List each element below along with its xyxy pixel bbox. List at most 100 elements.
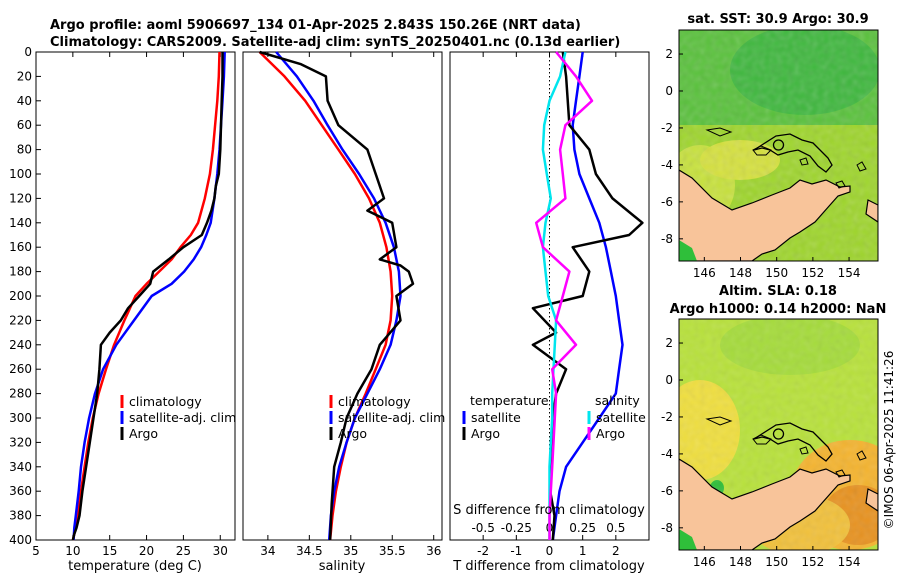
salinity-xlabel: salinity bbox=[319, 559, 366, 574]
temperature-panel: 0 20 40 60 80 100 120 140 160 180 200 220 240 260 280 3… bbox=[9, 45, 236, 574]
series-climatology bbox=[71, 51, 221, 541]
x-tick-label: 30 bbox=[213, 544, 228, 558]
shallow-sea-patch bbox=[679, 240, 697, 261]
y-tick-label: 240 bbox=[9, 338, 32, 352]
island-outline bbox=[856, 161, 867, 172]
map-y-tick-label: -6 bbox=[661, 484, 673, 498]
legend-t-argo-label: Argo bbox=[471, 426, 500, 441]
s-tick-label: -0.25 bbox=[501, 521, 532, 535]
x-tick-label: 36 bbox=[426, 544, 441, 558]
map-y-tick-label: -6 bbox=[661, 195, 673, 209]
s-tick-label: 0.5 bbox=[606, 521, 625, 535]
map-x-tick-label: 148 bbox=[729, 266, 752, 280]
map-y-tick-label: 2 bbox=[665, 47, 673, 61]
imos-credit: ©IMOS 06-Apr-2025 11:41:26 bbox=[882, 351, 896, 530]
y-tick-label: 400 bbox=[9, 533, 32, 547]
map-y-tick-label: -4 bbox=[661, 158, 673, 172]
island-land bbox=[865, 199, 878, 223]
map-y-tick-label: -2 bbox=[661, 410, 673, 424]
sst-map: sat. SST: 30.9 Argo: 30.9 146 148 150 15 bbox=[661, 12, 879, 280]
temperature-series bbox=[71, 51, 226, 541]
map-y-tick-label: -4 bbox=[661, 447, 673, 461]
y-tick-label: 280 bbox=[9, 387, 32, 401]
y-tick-label: 160 bbox=[9, 240, 32, 254]
salinity-axis-ticks: 34 34.5 35 35.5 36 bbox=[260, 52, 441, 558]
map-x-tick-label: 148 bbox=[729, 555, 752, 569]
sst-coastlines bbox=[679, 127, 878, 261]
map-y-tick-label: -8 bbox=[661, 232, 673, 246]
legend-salinity-title: salinity bbox=[595, 393, 640, 408]
x-tick-label: 20 bbox=[139, 544, 154, 558]
series-satellite-adj-clim bbox=[275, 51, 402, 541]
map-x-tick-label: 152 bbox=[801, 266, 824, 280]
title-line-2: Climatology: CARS2009. Satellite-adj cli… bbox=[50, 35, 620, 50]
y-tick-label: 300 bbox=[9, 411, 32, 425]
legend-temperature-title: temperature bbox=[470, 393, 549, 408]
sst-map-frame bbox=[678, 29, 879, 262]
map-x-tick-label: 150 bbox=[765, 266, 788, 280]
legend-argo-label: Argo bbox=[338, 426, 367, 441]
series-satellite-adj-clim bbox=[72, 51, 226, 541]
salinity-panel: 34 34.5 35 35.5 36 salinity climatology sate… bbox=[242, 50, 445, 574]
map-x-tick-label: 152 bbox=[801, 555, 824, 569]
x-tick-label: 10 bbox=[65, 544, 80, 558]
t-difference-xlabel: T difference from climatology bbox=[452, 559, 645, 574]
x-tick-label: 25 bbox=[176, 544, 191, 558]
map-x-tick-label: 154 bbox=[838, 555, 861, 569]
map-y-tick-label: 2 bbox=[665, 336, 673, 350]
new-britain-outline bbox=[753, 133, 833, 173]
new-britain-outline bbox=[753, 422, 833, 462]
island-outline bbox=[799, 446, 809, 455]
island-outline bbox=[752, 145, 772, 156]
legend-climatology-label: climatology bbox=[129, 394, 202, 409]
x-tick-label: -1 bbox=[510, 544, 522, 558]
new-guinea-land bbox=[679, 458, 851, 550]
map-y-tick-label: -2 bbox=[661, 121, 673, 135]
y-tick-label: 120 bbox=[9, 191, 32, 205]
legend-s-satellite-label: satellite bbox=[596, 410, 646, 425]
sst-map-plot bbox=[679, 30, 878, 261]
x-tick-label: 1 bbox=[579, 544, 587, 558]
island-outline bbox=[752, 434, 772, 445]
temperature-difference-legend: temperature satellite Argo bbox=[462, 393, 549, 441]
map-x-tick-label: 154 bbox=[838, 266, 861, 280]
new-guinea-land bbox=[679, 169, 851, 261]
title-line-1: Argo profile: aoml 5906697_134 01-Apr-20… bbox=[50, 18, 581, 33]
island-outline bbox=[835, 469, 846, 478]
y-tick-label: 260 bbox=[9, 362, 32, 376]
difference-series bbox=[531, 51, 644, 541]
s-difference-xlabel: S difference from climatology bbox=[453, 503, 645, 518]
sla-map-plot bbox=[679, 319, 878, 550]
argo-position-marker bbox=[772, 428, 785, 440]
legend-t-satellite-label: satellite bbox=[471, 410, 521, 425]
difference-panel: -2 -1 0 1 2 -0.5 -0.25 0 0.25 0.5 S difference f… bbox=[449, 51, 650, 574]
series-s-satellite bbox=[541, 51, 567, 540]
series-t-satellite bbox=[551, 51, 624, 541]
x-tick-label: 15 bbox=[102, 544, 117, 558]
x-tick-label: 2 bbox=[612, 544, 620, 558]
shallow-sea-patch bbox=[679, 529, 697, 550]
legend-satellite-label: satellite-adj. clim bbox=[338, 410, 445, 425]
y-tick-label: 140 bbox=[9, 216, 32, 230]
y-tick-label: 320 bbox=[9, 435, 32, 449]
s-tick-label: 0.25 bbox=[569, 521, 596, 535]
salinity-legend: climatology satellite-adj. clim Argo bbox=[329, 394, 445, 441]
y-tick-label: 100 bbox=[9, 167, 32, 181]
s-tick-label: -0.5 bbox=[471, 521, 494, 535]
map-x-tick-label: 146 bbox=[693, 266, 716, 280]
sst-map-title: sat. SST: 30.9 Argo: 30.9 bbox=[687, 12, 868, 27]
island-land bbox=[865, 488, 878, 512]
salinity-series bbox=[258, 50, 415, 541]
temperature-xlabel: temperature (deg C) bbox=[68, 559, 202, 574]
salinity-axes-frame bbox=[242, 51, 443, 541]
depth-axis-ticks: 0 20 40 60 80 100 120 140 160 180 200 220 240 260 280 3… bbox=[9, 45, 41, 547]
island-outline bbox=[705, 416, 733, 426]
legend-s-argo-label: Argo bbox=[596, 426, 625, 441]
legend-argo-label: Argo bbox=[129, 426, 158, 441]
legend-satellite-label: satellite-adj. clim bbox=[129, 410, 236, 425]
x-tick-label: 34.5 bbox=[296, 544, 323, 558]
series-argo bbox=[259, 50, 415, 541]
sst-map-ticks: 146 148 150 152 154 2 0 -2 -4 -6 -8 bbox=[661, 47, 860, 280]
sla-map-ticks: 146 148 150 152 154 2 0 -2 -4 -6 -8 bbox=[661, 336, 860, 569]
